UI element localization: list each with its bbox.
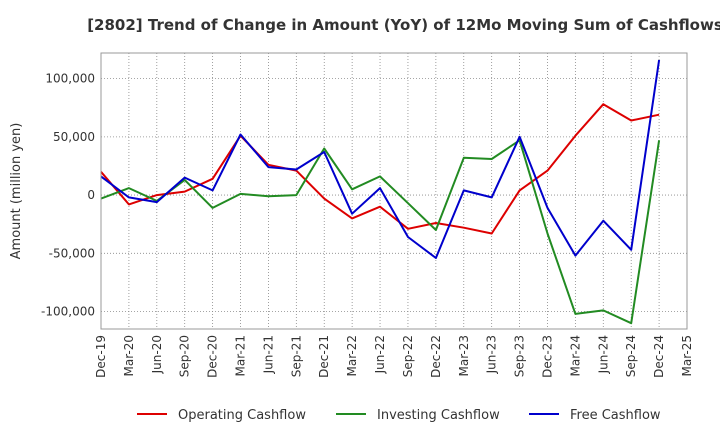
x-tick-label: Dec-20 <box>206 335 220 378</box>
y-tick-label: -100,000 <box>41 305 95 319</box>
legend-label: Investing Cashflow <box>377 408 500 423</box>
x-tick-label: Dec-24 <box>652 335 666 378</box>
series-line-investing-cashflow <box>100 139 661 325</box>
x-tick-label: Sep-24 <box>624 335 638 377</box>
x-tick-label: Mar-24 <box>568 335 582 376</box>
x-tick-label: Jun-21 <box>261 335 275 374</box>
y-tick-label: 50,000 <box>53 130 95 144</box>
plot-frame <box>100 52 688 330</box>
x-tick-label: Sep-22 <box>401 335 415 377</box>
x-tick-label: Dec-21 <box>317 335 331 378</box>
series-lines <box>100 59 661 325</box>
x-tick-label: Dec-22 <box>429 335 443 378</box>
x-tick-label: Mar-20 <box>122 335 136 376</box>
chart-title: [2802] Trend of Change in Amount (YoY) o… <box>87 16 720 34</box>
y-axis-label: Amount (million yen) <box>9 123 24 260</box>
x-tick-label: Sep-20 <box>178 335 192 377</box>
y-tick-label: 0 <box>87 188 95 202</box>
x-tick-label: Mar-25 <box>680 335 694 376</box>
x-tick-label: Jun-20 <box>150 335 164 374</box>
x-tick-label: Jun-23 <box>485 335 499 374</box>
y-axis-ticks: 100,000 50,000 0 -50,000 -100,000 <box>41 72 95 319</box>
legend-label: Operating Cashflow <box>178 408 306 423</box>
x-tick-label: Mar-21 <box>234 335 248 376</box>
x-axis-ticks: Dec-19 Mar-20 Jun-20 Sep-20 Dec-20 Mar-21 Jun-… <box>94 335 694 378</box>
x-tick-label: Jun-22 <box>373 335 387 374</box>
x-tick-label: Mar-22 <box>345 335 359 376</box>
x-tick-label: Jun-24 <box>596 335 610 374</box>
y-tick-label: 100,000 <box>45 72 95 86</box>
legend: Operating Cashflow Investing Cashflow Free… <box>137 408 661 423</box>
x-tick-label: Dec-23 <box>540 335 554 378</box>
series-line-free-cashflow <box>100 59 661 259</box>
x-tick-label: Sep-23 <box>513 335 527 377</box>
x-tick-label: Dec-19 <box>94 335 108 378</box>
series-line-operating-cashflow <box>100 103 660 235</box>
x-tick-label: Mar-23 <box>457 335 471 376</box>
x-tick-label: Sep-21 <box>289 335 303 377</box>
y-tick-label: -50,000 <box>49 246 95 260</box>
legend-label: Free Cashflow <box>570 408 661 423</box>
